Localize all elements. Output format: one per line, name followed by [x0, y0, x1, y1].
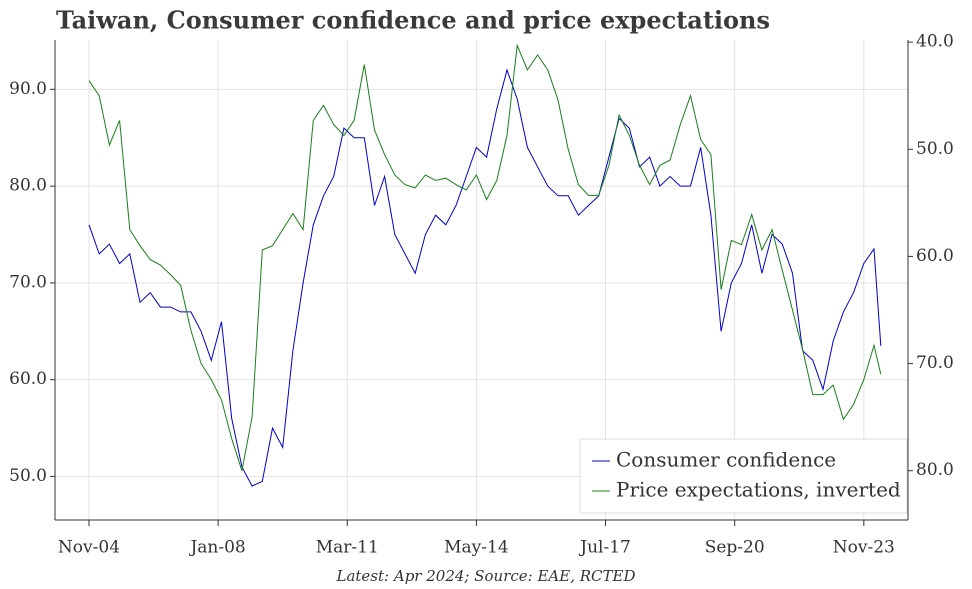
x-tick-label: Sep-20	[705, 538, 765, 558]
y2-tick-label: 60.0	[916, 246, 954, 266]
y-tick-label: 60.0	[9, 369, 47, 389]
y-tick-label: 50.0	[9, 466, 47, 486]
y2-tick-label: 80.0	[916, 460, 954, 480]
chart-title: Taiwan, Consumer confidence and price ex…	[56, 6, 770, 35]
legend-label: Price expectations, inverted	[616, 478, 901, 502]
legend-label: Consumer confidence	[616, 448, 836, 472]
x-tick-label: May-14	[444, 538, 509, 558]
source-note: Latest: Apr 2024; Source: EAE, RCTED	[336, 567, 636, 585]
y-tick-label: 70.0	[9, 272, 47, 292]
y2-tick-label: 70.0	[916, 353, 954, 373]
y-tick-label: 80.0	[9, 176, 47, 196]
legend: Consumer confidence Price expectations, i…	[579, 438, 908, 514]
series-line	[88, 68, 882, 487]
x-tick-label: Jul-17	[578, 538, 631, 558]
x-tick-label: Nov-04	[58, 538, 120, 558]
y2-tick-label: 50.0	[916, 139, 954, 159]
x-tick-label: Nov-23	[833, 538, 895, 558]
x-tick-label: Mar-11	[316, 538, 379, 558]
y2-tick-label: 40.0	[916, 32, 954, 52]
x-tick-label: Jan-08	[188, 538, 245, 558]
series-line	[88, 43, 882, 471]
y-tick-label: 90.0	[9, 79, 47, 99]
legend-box	[579, 438, 908, 514]
